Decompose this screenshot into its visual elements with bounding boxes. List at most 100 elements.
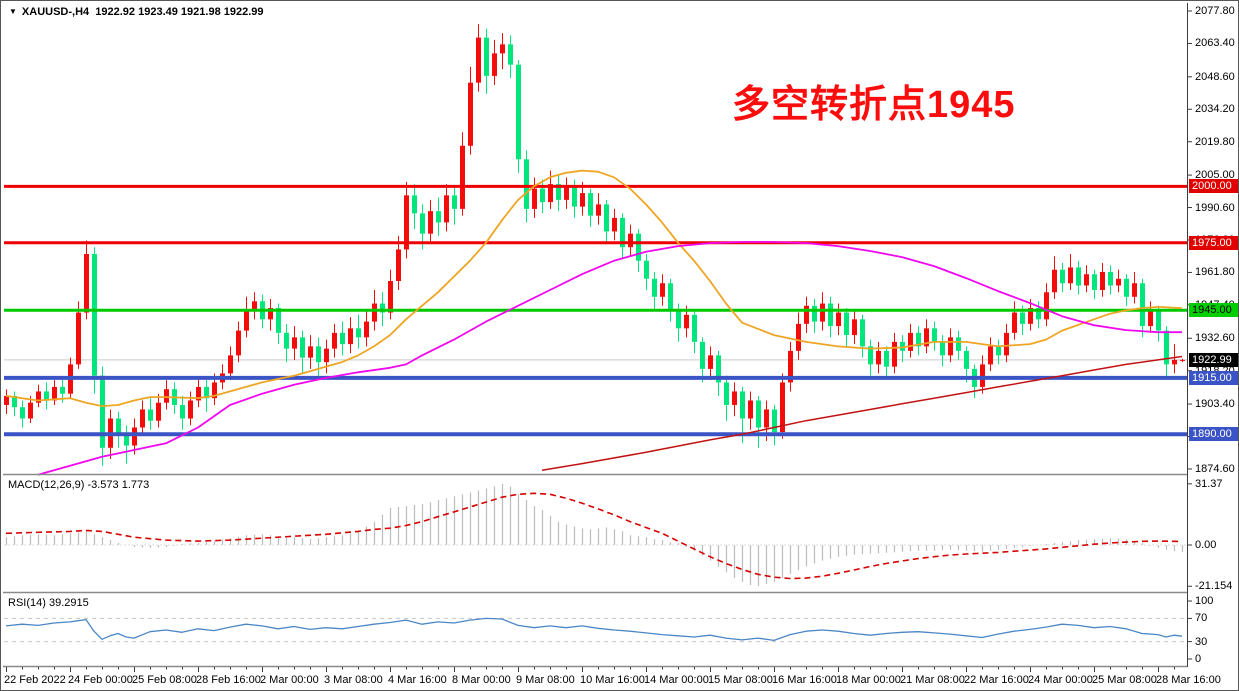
- price-axis-label: 2019.80: [1195, 135, 1235, 148]
- candle-body: [436, 211, 441, 223]
- time-axis-label: 25 Mar 08:00: [1092, 674, 1157, 686]
- candle-body: [1140, 283, 1145, 327]
- candle-body: [388, 281, 393, 313]
- candle-body: [372, 303, 377, 322]
- candle-body: [140, 409, 145, 428]
- candle-body: [684, 314, 689, 329]
- ma-magenta: [37, 241, 1182, 476]
- time-axis-label: 16 Mar 16:00: [772, 674, 837, 686]
- candle-body: [548, 184, 553, 203]
- candle-body: [28, 402, 33, 419]
- candle-body: [292, 337, 297, 349]
- candle-body: [940, 341, 945, 356]
- candle-body: [52, 386, 57, 401]
- candle-body: [812, 305, 817, 322]
- candle-body: [1020, 312, 1025, 324]
- candle-body: [452, 195, 457, 209]
- price-axis-label: 1990.60: [1195, 201, 1235, 214]
- candle-body: [748, 400, 753, 419]
- time-axis-label: 28 Feb 16:00: [196, 674, 261, 686]
- time-axis-label: 4 Mar 16:00: [388, 674, 447, 686]
- candle-body: [468, 82, 473, 146]
- rsi-indicator-label: RSI(14) 39.2915: [8, 597, 89, 609]
- rsi-panel[interactable]: [4, 594, 1187, 666]
- candle-body: [324, 348, 329, 363]
- candle-body: [276, 308, 281, 333]
- time-axis[interactable]: [4, 667, 1238, 690]
- candle-body: [844, 312, 849, 336]
- candle-body: [148, 409, 153, 421]
- candle-body: [772, 409, 777, 433]
- candle-body: [236, 330, 241, 356]
- candle-body: [988, 346, 993, 365]
- candle-body: [572, 186, 577, 207]
- time-axis-label: 24 Mar 00:00: [1028, 674, 1093, 686]
- time-axis-label: 21 Mar 08:00: [900, 674, 965, 686]
- price-axis[interactable]: [1188, 3, 1238, 667]
- candle-body: [180, 404, 185, 419]
- candle-body: [12, 395, 17, 408]
- candle-body: [780, 382, 785, 433]
- price-axis-label: 2034.20: [1195, 103, 1235, 116]
- candle-body: [1124, 278, 1129, 297]
- candle-body: [1172, 359, 1177, 365]
- candle-body: [980, 364, 985, 387]
- candle-body: [724, 382, 729, 405]
- candle-body: [364, 321, 369, 338]
- candle-body: [332, 332, 337, 349]
- candle-body: [132, 427, 137, 446]
- candle-body: [956, 337, 961, 351]
- price-badge-1915.00: 1915.00: [1189, 370, 1238, 385]
- candle-body: [44, 391, 49, 401]
- candle-body: [1164, 330, 1169, 365]
- macd-axis-label: -21.154: [1195, 580, 1233, 593]
- candle-body: [284, 332, 289, 349]
- price-axis-label: 1903.40: [1195, 398, 1235, 411]
- candle-body: [588, 193, 593, 216]
- time-axis-label: 18 Mar 00:00: [836, 674, 901, 686]
- candle-body: [852, 319, 857, 336]
- candle-body: [4, 395, 9, 405]
- candle-body: [356, 328, 361, 338]
- candle-body: [412, 195, 417, 214]
- candle-body: [908, 332, 913, 351]
- rsi-axis-label: 30: [1195, 635, 1208, 648]
- candle-body: [732, 391, 737, 405]
- price-axis-label: 1961.80: [1195, 266, 1235, 279]
- candle-body: [228, 355, 233, 374]
- chevron-down-icon[interactable]: ▼: [9, 7, 17, 16]
- candle-body: [100, 375, 105, 448]
- candle-body: [492, 53, 497, 76]
- candle-body: [460, 145, 465, 209]
- time-axis-label: 28 Mar 16:00: [1156, 674, 1221, 686]
- candle-body: [660, 283, 665, 297]
- price-axis-label: 1932.60: [1195, 332, 1235, 345]
- price-badge-1922.99: 1922.99: [1189, 352, 1238, 367]
- candle-body: [196, 386, 201, 401]
- candle-body: [1052, 269, 1057, 293]
- candle-body: [124, 434, 129, 446]
- candle-body: [564, 186, 569, 200]
- symbol-timeframe-label: XAUUSD-,H4: [21, 6, 90, 18]
- candle-body: [212, 382, 217, 399]
- price-axis-label: 2077.80: [1195, 5, 1235, 17]
- candle-body: [300, 337, 305, 358]
- macd-indicator-label: MACD(12,26,9) -3.573 1.773: [8, 479, 150, 491]
- candle-body: [892, 341, 897, 367]
- main-chart-panel[interactable]: [4, 3, 1187, 474]
- rsi-line: [5, 617, 1183, 642]
- candle-body: [316, 346, 321, 363]
- candle-body: [884, 350, 889, 367]
- ma-orange: [5, 169, 1183, 407]
- macd-panel[interactable]: [4, 476, 1187, 592]
- candle-body: [1156, 310, 1161, 331]
- time-axis-label: 14 Mar 00:00: [644, 674, 709, 686]
- time-axis-label: 10 Mar 16:00: [580, 674, 645, 686]
- candle-body: [164, 389, 169, 403]
- candle-body: [1132, 283, 1137, 297]
- candle-body: [116, 418, 121, 435]
- candle-body: [244, 310, 249, 331]
- candle-body: [540, 188, 545, 203]
- candle-body: [420, 213, 425, 234]
